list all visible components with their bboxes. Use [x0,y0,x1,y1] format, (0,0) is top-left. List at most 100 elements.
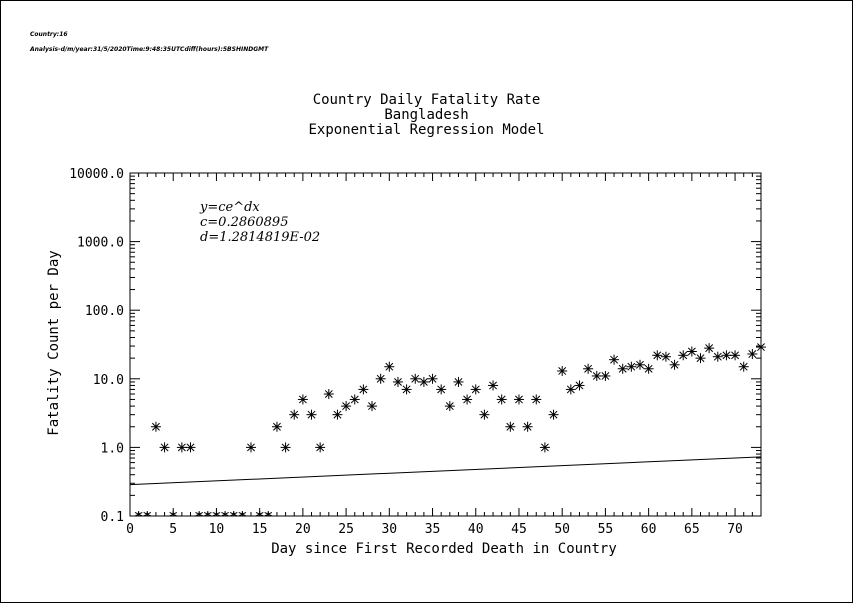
data-point [142,511,153,517]
data-point [176,442,187,453]
asterisk-stroke [454,377,463,386]
asterisk-stroke [324,390,333,398]
equation-formula: y=ce^dx [199,200,260,215]
asterisk-stroke [342,402,351,411]
data-point [237,511,248,517]
data-point [401,384,412,395]
asterisk-stroke [272,422,281,431]
data-point [358,384,369,395]
data-point [747,348,758,359]
asterisk-stroke [713,352,722,361]
data-point [583,363,594,374]
data-point [202,511,213,517]
asterisk-stroke [264,511,273,517]
asterisk-stroke [437,385,446,394]
asterisk-stroke [463,395,472,404]
asterisk-stroke [515,395,523,404]
asterisk-stroke [748,350,757,358]
asterisk-stroke [143,511,152,517]
asterisk-stroke [757,343,765,352]
data-point [686,346,697,357]
data-point [617,363,628,374]
asterisk-stroke [636,360,644,369]
asterisk-stroke [307,410,316,419]
data-point [341,401,352,412]
data-point [194,511,205,517]
asterisk-stroke [177,443,186,452]
x-tick-label: 30 [381,522,397,537]
data-point [444,401,455,412]
data-point [168,511,179,517]
asterisk-stroke [661,352,670,361]
x-tick-label: 10 [209,522,225,537]
data-point [652,350,663,361]
x-tick-label: 55 [598,522,614,537]
data-point [548,409,559,420]
asterisk-stroke [411,374,420,383]
asterisk-stroke [540,443,549,452]
asterisk-stroke [566,385,575,394]
asterisk-stroke [705,344,714,353]
asterisk-stroke [523,422,532,431]
x-tick-label: 40 [468,522,484,537]
data-point [211,511,222,517]
data-point [704,343,715,354]
data-point [384,361,395,372]
data-point [306,409,317,420]
data-point [712,351,723,362]
data-point [185,442,196,453]
data-point [591,370,602,381]
asterisk-stroke [290,410,299,419]
asterisk-stroke [333,410,342,419]
asterisk-stroke [480,410,489,419]
asterisk-stroke [212,511,221,517]
data-point [565,384,576,395]
header-analysis-info: Analysis-d/m/year:31/5/2020Time:9:48:35U… [30,46,269,53]
asterisk-stroke [298,395,307,404]
data-point [479,409,490,420]
y-tick-label: 10000.0 [69,167,124,182]
equation-d-value: d=1.2814819E-02 [200,230,320,245]
asterisk-stroke [203,511,212,517]
asterisk-stroke [679,351,688,360]
asterisk-stroke [670,360,679,369]
data-point [375,373,386,384]
x-tick-label: 5 [169,522,177,537]
data-point [462,394,473,405]
y-tick-label: 1.0 [101,441,124,456]
asterisk-stroke [169,511,178,517]
asterisk-stroke [471,385,480,394]
x-tick-label: 65 [684,522,700,537]
data-point [297,394,308,405]
data-point [470,384,481,395]
data-point [669,359,680,370]
data-point [289,409,300,420]
asterisk-stroke [376,374,385,383]
data-point [315,442,326,453]
data-point [730,350,741,361]
asterisk-stroke [549,410,558,419]
data-point [410,373,421,384]
asterisk-stroke [419,377,428,386]
equation-c-value: c=0.2860895 [200,215,288,230]
data-point [323,389,334,400]
asterisk-stroke [350,395,359,404]
data-point [695,353,706,364]
asterisk-stroke [731,351,740,360]
data-point [756,342,766,353]
asterisk-stroke [247,443,255,452]
asterisk-stroke [229,511,238,517]
x-tick-label: 0 [126,522,134,537]
data-point [488,380,499,391]
asterisk-stroke [238,511,247,517]
asterisk-stroke [186,443,195,452]
asterisk-stroke [592,372,601,380]
data-point [660,351,671,362]
data-point [418,376,429,387]
axes-group: 0 5 10 15 20 25 30 35 40 45 50 55 60 65 70 0.1 1.0 10.0 10… [69,167,762,537]
asterisk-stroke [160,443,169,452]
asterisk-stroke [281,443,290,452]
data-point [271,421,282,432]
asterisk-stroke [489,381,497,390]
